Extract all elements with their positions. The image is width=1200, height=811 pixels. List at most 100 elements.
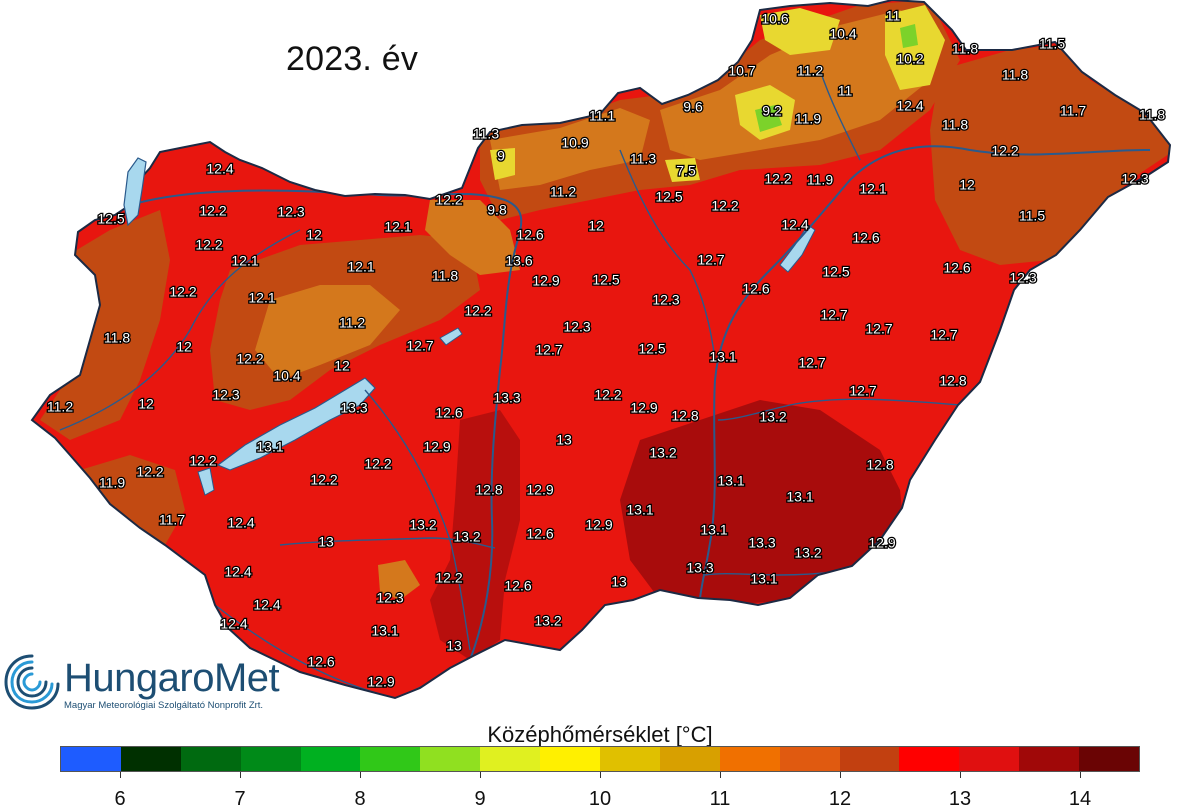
temperature-value-label: 12.2: [364, 456, 391, 472]
temperature-value-label: 11.5: [1039, 36, 1065, 52]
temperature-value-label: 9: [497, 148, 505, 164]
temperature-value-label: 11.5: [1019, 208, 1045, 224]
legend-tick-mark: [240, 772, 241, 778]
legend-color-bar: [60, 746, 1140, 772]
temperature-value-label: 13.1: [256, 439, 283, 455]
temperature-value-label: 13.2: [759, 409, 786, 425]
legend-bin: [480, 747, 541, 771]
temperature-value-label: 11.1: [589, 108, 615, 124]
temperature-value-label: 12.4: [896, 98, 923, 114]
temperature-value-label: 11.8: [432, 268, 458, 284]
temperature-value-label: 12.9: [526, 482, 553, 498]
temperature-value-label: 12.2: [199, 203, 226, 219]
temperature-value-label: 13.2: [794, 545, 821, 561]
temperature-value-label: 12.2: [136, 464, 163, 480]
temperature-value-label: 12.8: [671, 408, 698, 424]
temperature-value-label: 13: [611, 574, 627, 590]
temperature-value-label: 12.6: [852, 230, 879, 246]
legend-bin: [899, 747, 960, 771]
temperature-value-label: 13.1: [750, 571, 777, 587]
temperature-value-label: 12.2: [435, 570, 462, 586]
temperature-value-label: 12.3: [277, 204, 304, 220]
temperature-value-label: 11.8: [952, 41, 978, 57]
temperature-value-label: 12.5: [655, 189, 682, 205]
legend-bin: [360, 747, 421, 771]
legend-tick-label: 6: [114, 788, 126, 810]
temperature-value-label: 11: [886, 8, 901, 24]
lake-kis-balaton: [197, 467, 215, 496]
temperature-value-label: 12.9: [423, 439, 450, 455]
temperature-value-label: 12.2: [189, 453, 216, 469]
legend-bin: [1079, 747, 1140, 771]
temperature-value-label: 9.8: [487, 202, 507, 218]
temperature-value-label: 12.9: [585, 517, 612, 533]
temperature-value-label: 12.7: [865, 321, 892, 337]
temperature-value-label: 12.1: [248, 290, 275, 306]
logo-subtitle: Magyar Meteorológiai Szolgáltató Nonprof…: [64, 700, 264, 711]
temperature-value-label: 12.9: [868, 535, 895, 551]
temperature-value-label: 12.5: [97, 211, 124, 227]
lake-velence: [439, 327, 463, 346]
temperature-value-label: 13: [318, 534, 334, 550]
temperature-value-label: 12.3: [1009, 270, 1036, 286]
temperature-value-label: 12.1: [231, 253, 258, 269]
temperature-value-label: 11.2: [339, 315, 365, 331]
temperature-value-label: 13.1: [700, 522, 727, 538]
legend-bin: [540, 747, 601, 771]
river-tisza: [699, 145, 1151, 601]
temperature-value-label: 12.5: [592, 272, 619, 288]
hungaromet-logo: HungaroMet Magyar Meteorológiai Szolgált…: [2, 648, 322, 718]
temperature-value-label: 12.4: [224, 564, 251, 580]
temperature-value-label: 11.2: [47, 399, 73, 415]
zone-zemplen-yellow: [760, 8, 840, 55]
temperature-value-label: 11.8: [1139, 107, 1165, 123]
temperature-value-label: 12.7: [798, 355, 825, 371]
temperature-value-label: 12.2: [991, 143, 1018, 159]
temperature-value-label: 12.6: [742, 281, 769, 297]
river-kapos: [279, 537, 496, 549]
legend-tick-mark: [480, 772, 481, 778]
hungaromet-logo-icon: [4, 654, 60, 710]
temperature-value-label: 12.2: [464, 303, 491, 319]
temperature-value-label: 9.6: [683, 99, 703, 115]
legend-tick-mark: [120, 772, 121, 778]
temperature-value-label: 11.2: [797, 63, 823, 79]
temperature-value-label: 12.5: [822, 264, 849, 280]
temperature-value-label: 12.7: [697, 252, 724, 268]
temperature-value-label: 11: [838, 83, 853, 99]
legend-tick-mark: [960, 772, 961, 778]
legend-bin: [719, 747, 780, 771]
temperature-value-label: 13.3: [748, 535, 775, 551]
zone-pilis-orange: [425, 200, 520, 275]
legend-tick-label: 8: [354, 788, 366, 810]
temperature-value-label: 11.9: [99, 475, 125, 491]
temperature-value-label: 11.8: [104, 330, 130, 346]
legend-tick-mark: [360, 772, 361, 778]
temperature-value-label: 12.4: [253, 597, 280, 613]
temperature-value-label: 12.6: [307, 654, 334, 670]
river-sio: [364, 389, 471, 651]
legend-bin: [959, 747, 1020, 771]
temperature-value-label: 12: [306, 227, 322, 243]
temperature-value-label: 13.3: [340, 400, 367, 416]
logo-name: HungaroMet: [64, 656, 280, 700]
temperature-value-label: 13: [446, 638, 462, 654]
legend-tick-mark: [720, 772, 721, 778]
temperature-value-label: 11.3: [473, 126, 499, 142]
temperature-value-label: 12.1: [859, 181, 886, 197]
legend-tick-mark: [600, 772, 601, 778]
legend-title: Középhőmérséklet [°C]: [487, 722, 713, 747]
river-raba: [59, 229, 301, 431]
zone-kekes-yellow: [665, 158, 700, 182]
zone-zemplen-yellow-east: [885, 5, 945, 90]
river-sajo: [819, 69, 861, 161]
temperature-value-label: 12.8: [939, 373, 966, 389]
zone-matra-green: [755, 105, 782, 132]
legend-tick-label: 7: [234, 788, 246, 810]
temperature-value-label: 12.3: [563, 319, 590, 335]
temperature-value-label: 13.3: [493, 390, 520, 406]
temperature-value-label: 11.7: [1060, 103, 1086, 119]
temperature-value-label: 12.2: [236, 351, 263, 367]
temperature-value-label: 12.7: [820, 307, 847, 323]
temperature-value-label: 12.4: [220, 616, 247, 632]
